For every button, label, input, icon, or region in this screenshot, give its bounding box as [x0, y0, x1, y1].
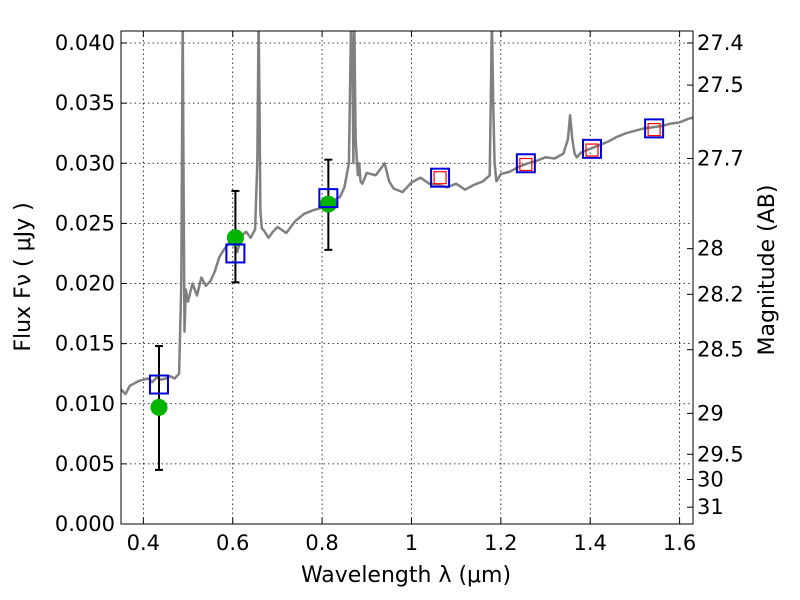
right-tick-label: 27.4 — [697, 31, 744, 55]
y-axis-label: Flux Fν ( μJy ) — [11, 202, 36, 351]
y-tick-label: 0.005 — [55, 452, 115, 476]
x-tick-label: 1.6 — [663, 531, 696, 555]
x-tick-label: 1.2 — [484, 531, 517, 555]
observed-point — [150, 398, 168, 416]
x-tick-label: 1.4 — [574, 531, 607, 555]
right-tick-label: 29 — [697, 401, 724, 425]
axis-layer: 0.4 0.6 0.8 1 1.2 1.4 1.6 0.000 0.005 0.010 0.015 0… — [55, 31, 744, 555]
red-square-marker — [647, 122, 661, 137]
y-tick-label: 0.035 — [55, 91, 115, 115]
blue-square-marker — [430, 167, 451, 188]
right-tick-label: 30 — [697, 468, 724, 492]
series-layer — [121, 31, 693, 396]
right-tick-label: 31 — [697, 495, 724, 519]
right-tick-label: 28.5 — [697, 338, 744, 362]
blue-square-marker — [582, 138, 603, 159]
y-tick-label: 0.030 — [55, 151, 115, 175]
y-tick-label: 0.010 — [55, 392, 115, 416]
right-tick-label: 27.7 — [697, 146, 744, 170]
right-tick-label: 28.2 — [697, 282, 744, 306]
plot-frame — [120, 30, 694, 525]
red-square-marker — [519, 157, 533, 172]
blue-square-marker — [644, 118, 665, 139]
blue-square-marker — [515, 153, 536, 174]
grid-layer — [121, 31, 693, 525]
spectrum-line — [121, 31, 693, 396]
x-tick-label: 0.4 — [127, 531, 160, 555]
x-tick-label: 1 — [405, 531, 418, 555]
right-axis-label: Magnitude (AB) — [755, 185, 780, 356]
blue-square-marker — [318, 188, 339, 209]
plot-area — [121, 31, 693, 396]
x-tick-label: 0.6 — [216, 531, 249, 555]
red-square-marker — [433, 171, 447, 185]
right-tick-label: 28 — [697, 237, 724, 261]
y-tick-label: 0.040 — [55, 31, 115, 55]
y-tick-label: 0.000 — [55, 512, 115, 536]
observed-point — [226, 229, 244, 247]
right-tick-label: 29.5 — [697, 442, 744, 466]
right-tick-label: 27.5 — [697, 73, 744, 97]
blue-square-marker — [225, 243, 246, 264]
marker-layer — [148, 118, 665, 471]
red-square-marker — [585, 143, 599, 157]
observed-point — [319, 195, 337, 213]
x-tick-label: 0.8 — [305, 531, 338, 555]
x-axis-label: Wavelength λ (μm) — [301, 563, 511, 588]
blue-square-marker — [148, 374, 169, 395]
y-tick-label: 0.025 — [55, 211, 115, 235]
y-tick-label: 0.020 — [55, 272, 115, 296]
y-tick-label: 0.015 — [55, 332, 115, 356]
